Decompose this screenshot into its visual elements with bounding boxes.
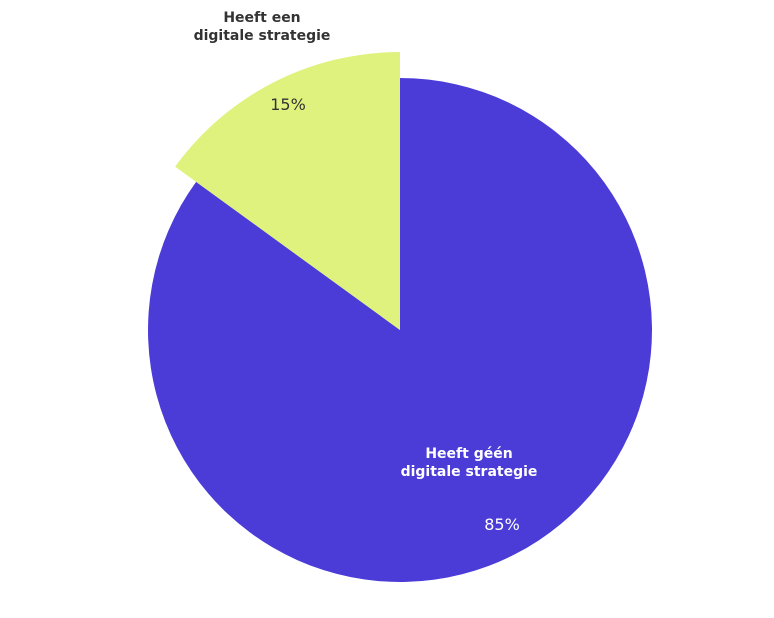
slice-label-line: Heeft géén [425, 446, 512, 462]
slice-value-label: 85% [484, 515, 520, 534]
slice-label: Heeft een digitale strategie [194, 10, 331, 44]
slice-label: Heeft géén digitale strategie [401, 446, 538, 480]
slice-label-line: digitale strategie [194, 28, 331, 44]
pie-slice [175, 52, 400, 330]
slice-value-label: 15% [270, 95, 306, 114]
slice-label-line: digitale strategie [401, 464, 538, 480]
slice-label-line: Heeft een [223, 10, 300, 26]
